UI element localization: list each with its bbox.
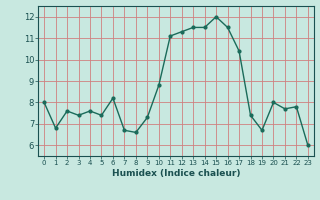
X-axis label: Humidex (Indice chaleur): Humidex (Indice chaleur) xyxy=(112,169,240,178)
